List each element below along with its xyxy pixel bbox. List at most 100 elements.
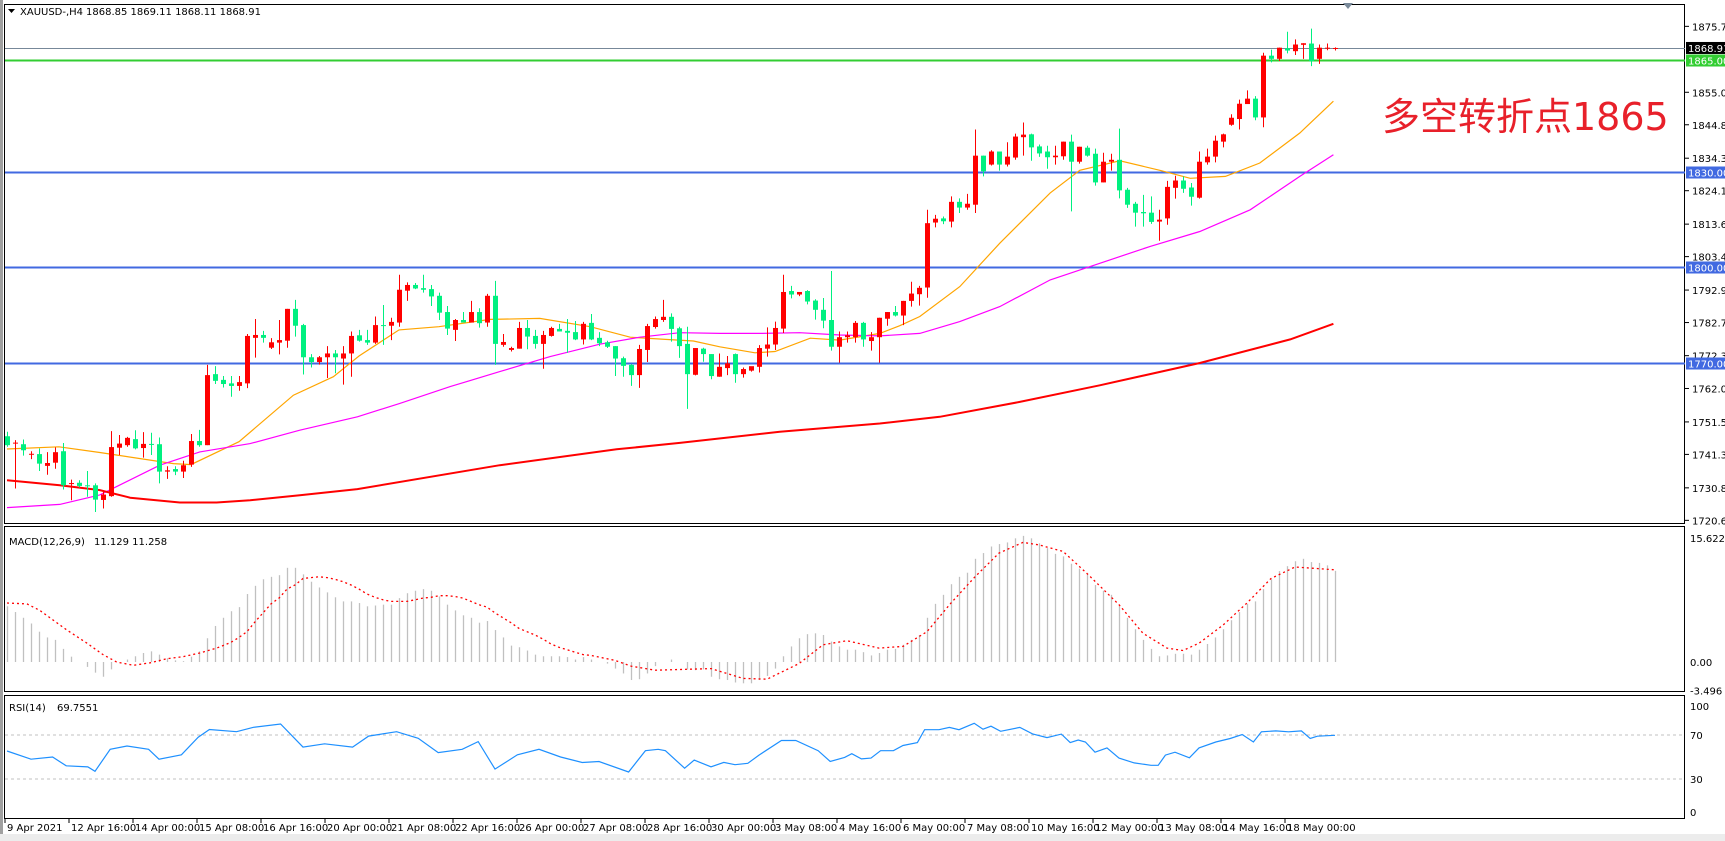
candle-body bbox=[413, 284, 418, 289]
candle bbox=[693, 348, 698, 376]
candle-body bbox=[1077, 146, 1082, 162]
level-tag-label: 1770.00 bbox=[1688, 360, 1725, 371]
candle bbox=[181, 460, 186, 478]
candle-body bbox=[925, 223, 930, 288]
candle-body bbox=[445, 312, 450, 329]
candle bbox=[365, 329, 370, 345]
candle-body bbox=[325, 353, 330, 358]
rsi-title: RSI(14) bbox=[9, 703, 46, 714]
candle bbox=[445, 305, 450, 335]
level-tag-label: 1830.00 bbox=[1688, 169, 1725, 180]
macd-readout: 11.129 11.258 bbox=[94, 537, 167, 548]
candle bbox=[133, 430, 138, 450]
chart-shift-marker-icon[interactable] bbox=[1343, 3, 1353, 9]
moving-average-line bbox=[6, 154, 1334, 509]
candle bbox=[261, 330, 266, 343]
candle-body bbox=[1141, 212, 1146, 214]
candle bbox=[285, 308, 290, 348]
price-tick-label: 1792.90 bbox=[1692, 286, 1725, 297]
candle bbox=[349, 331, 354, 377]
candle-body bbox=[693, 348, 698, 375]
candle-body bbox=[805, 291, 810, 302]
candle-body bbox=[957, 201, 962, 208]
price-tick-label: 1855.00 bbox=[1692, 88, 1725, 99]
candle-body bbox=[461, 320, 466, 323]
candle bbox=[197, 429, 202, 447]
candle-body bbox=[517, 327, 522, 349]
candle-body bbox=[1037, 146, 1042, 154]
candle bbox=[421, 274, 426, 293]
candle bbox=[1205, 148, 1210, 165]
candle-body bbox=[1005, 156, 1010, 165]
candle bbox=[69, 479, 74, 501]
candle-body bbox=[293, 308, 298, 326]
candle-body bbox=[1189, 187, 1194, 197]
candle bbox=[1317, 44, 1322, 64]
candle bbox=[613, 346, 618, 377]
candle bbox=[117, 434, 122, 456]
candle bbox=[885, 312, 890, 326]
candle-body bbox=[1093, 153, 1098, 183]
candle-body bbox=[101, 494, 106, 500]
level-tag bbox=[1686, 166, 1725, 179]
candle bbox=[461, 312, 466, 323]
candle bbox=[397, 274, 402, 327]
candle-body bbox=[29, 453, 34, 455]
candle bbox=[253, 319, 258, 358]
candle-body bbox=[117, 443, 122, 448]
candle-body bbox=[525, 327, 530, 337]
price-tick-label: 1782.70 bbox=[1692, 319, 1725, 330]
candle-body bbox=[1205, 156, 1210, 163]
candle bbox=[853, 320, 858, 343]
main-panel-frame bbox=[4, 4, 1685, 524]
candle-body bbox=[757, 348, 762, 367]
candle bbox=[109, 431, 114, 497]
candle-body bbox=[885, 312, 890, 319]
candle-body bbox=[997, 151, 1002, 165]
candle bbox=[909, 281, 914, 307]
candle-body bbox=[277, 340, 282, 343]
candle bbox=[925, 209, 930, 298]
candle bbox=[525, 320, 530, 350]
candle bbox=[989, 150, 994, 166]
candle-body bbox=[861, 322, 866, 340]
candle-body bbox=[605, 342, 610, 347]
candle-body bbox=[93, 485, 98, 500]
candle bbox=[517, 321, 522, 349]
candle-body bbox=[845, 335, 850, 338]
panel-frames bbox=[4, 4, 1685, 819]
candle-body bbox=[485, 295, 490, 323]
candle-body bbox=[613, 346, 618, 359]
candle bbox=[757, 345, 762, 373]
window-bottom-strip bbox=[0, 834, 1725, 841]
rsi-tick-label: 0 bbox=[1690, 808, 1696, 819]
candle bbox=[357, 329, 362, 342]
level-tag bbox=[1686, 357, 1725, 370]
candle bbox=[1141, 194, 1146, 227]
candle-body bbox=[237, 382, 242, 386]
price-tick-label: 1762.00 bbox=[1692, 384, 1725, 395]
candle bbox=[77, 480, 82, 488]
candle-body bbox=[1229, 117, 1234, 125]
candle bbox=[877, 317, 882, 363]
price-tick-label: 1824.10 bbox=[1692, 187, 1725, 198]
candle bbox=[597, 332, 602, 347]
rsi-tick-label: 100 bbox=[1690, 702, 1709, 713]
candle bbox=[1285, 31, 1290, 54]
time-tick-label: 9 Apr 2021 bbox=[7, 823, 62, 834]
candle bbox=[1069, 134, 1074, 212]
candle-body bbox=[349, 335, 354, 354]
level-tag bbox=[1686, 261, 1725, 274]
candle bbox=[1029, 133, 1034, 161]
candle-body bbox=[205, 375, 210, 446]
rsi-panel-frame bbox=[4, 695, 1685, 819]
price-tick-label: 1813.60 bbox=[1692, 220, 1725, 231]
pivot-annotation: 多空转折点1865 bbox=[1382, 95, 1669, 139]
candle-body bbox=[1085, 147, 1090, 156]
triangle-down-icon[interactable] bbox=[8, 9, 15, 13]
candle-body bbox=[1261, 55, 1266, 118]
candle-body bbox=[709, 354, 714, 377]
candle bbox=[277, 320, 282, 355]
